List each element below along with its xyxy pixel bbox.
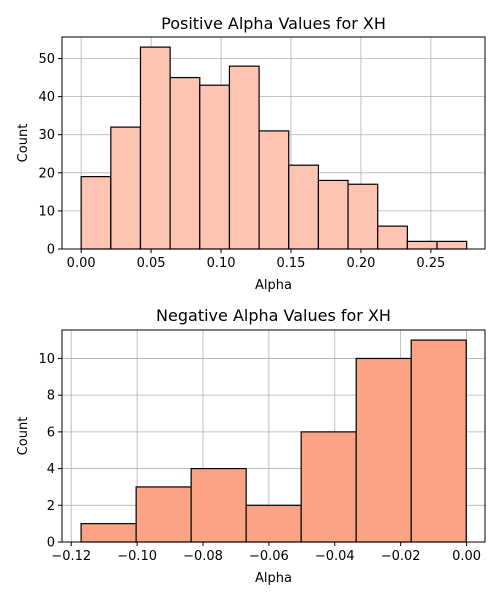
y-tick-label: 2 bbox=[47, 499, 55, 514]
y-tick-label: 4 bbox=[47, 462, 55, 477]
x-tick-label: −0.02 bbox=[381, 549, 421, 564]
y-tick-label: 20 bbox=[38, 166, 55, 181]
histogram-bar bbox=[190, 467, 247, 543]
histogram-bar bbox=[80, 176, 112, 250]
x-tick-label: −0.10 bbox=[117, 549, 157, 564]
histogram-bar bbox=[288, 164, 320, 250]
y-tick-label: 10 bbox=[38, 352, 55, 367]
x-tick-label: 0.00 bbox=[67, 256, 96, 271]
histogram-bar bbox=[245, 504, 302, 543]
y-axis-label: Count bbox=[16, 417, 31, 456]
histogram-bar bbox=[169, 76, 201, 250]
histogram-bar bbox=[410, 339, 467, 543]
x-tick-label: 0.00 bbox=[452, 549, 481, 564]
x-tick-label: 0.10 bbox=[207, 256, 236, 271]
histogram-bar bbox=[199, 84, 231, 250]
y-tick-label: 0 bbox=[47, 536, 55, 551]
histogram-bar bbox=[258, 130, 290, 250]
histogram-bar bbox=[135, 486, 192, 543]
y-tick-label: 10 bbox=[38, 204, 55, 219]
chart-title: Negative Alpha Values for XH bbox=[156, 306, 391, 325]
x-tick-label: 0.05 bbox=[137, 256, 166, 271]
x-axis-label: Alpha bbox=[255, 571, 292, 586]
chart-positive-alpha: Positive Alpha Values for XH Alpha Count… bbox=[16, 14, 486, 293]
y-tick-label: 50 bbox=[38, 52, 55, 67]
x-tick-label: 0.15 bbox=[277, 256, 306, 271]
bars bbox=[80, 46, 468, 250]
histogram-bar bbox=[377, 225, 408, 250]
x-tick-label: 0.25 bbox=[416, 256, 445, 271]
histogram-bar bbox=[80, 523, 137, 543]
x-tick-label: 0.20 bbox=[346, 256, 375, 271]
plot-frame bbox=[61, 36, 486, 250]
y-tick-label: 40 bbox=[38, 90, 55, 105]
histogram-bar bbox=[355, 357, 412, 543]
x-tick-label: −0.12 bbox=[51, 549, 91, 564]
y-tick-label: 30 bbox=[38, 128, 55, 143]
x-ticks: −0.12 −0.10 −0.08 −0.06 −0.04 −0.02 0.00 bbox=[51, 542, 481, 564]
histogram-bar bbox=[228, 65, 260, 250]
histogram-bar bbox=[436, 240, 468, 250]
chart-title: Positive Alpha Values for XH bbox=[161, 14, 386, 33]
histogram-bar bbox=[347, 183, 379, 250]
x-axis-label: Alpha bbox=[255, 278, 292, 293]
x-tick-label: −0.04 bbox=[315, 549, 355, 564]
chart-negative-alpha: Negative Alpha Values for XH Alpha Count… bbox=[16, 306, 486, 586]
y-tick-label: 6 bbox=[47, 425, 55, 440]
histogram-bar bbox=[300, 431, 357, 543]
y-tick-label: 0 bbox=[47, 243, 55, 258]
y-axis-label: Count bbox=[16, 124, 31, 163]
bars bbox=[80, 339, 467, 543]
x-tick-label: −0.08 bbox=[183, 549, 223, 564]
y-ticks: 0 10 20 30 40 50 bbox=[38, 52, 62, 258]
histogram-bar bbox=[139, 46, 171, 250]
y-ticks: 0 2 4 6 8 10 bbox=[38, 352, 62, 551]
histogram-bar bbox=[406, 240, 438, 250]
plot-frame bbox=[61, 329, 486, 543]
histogram-bar bbox=[110, 126, 142, 250]
y-tick-label: 8 bbox=[47, 389, 55, 404]
histogram-bar bbox=[317, 179, 349, 250]
x-tick-label: −0.06 bbox=[249, 549, 289, 564]
x-ticks: 0.00 0.05 0.10 0.15 0.20 0.25 bbox=[67, 249, 445, 271]
